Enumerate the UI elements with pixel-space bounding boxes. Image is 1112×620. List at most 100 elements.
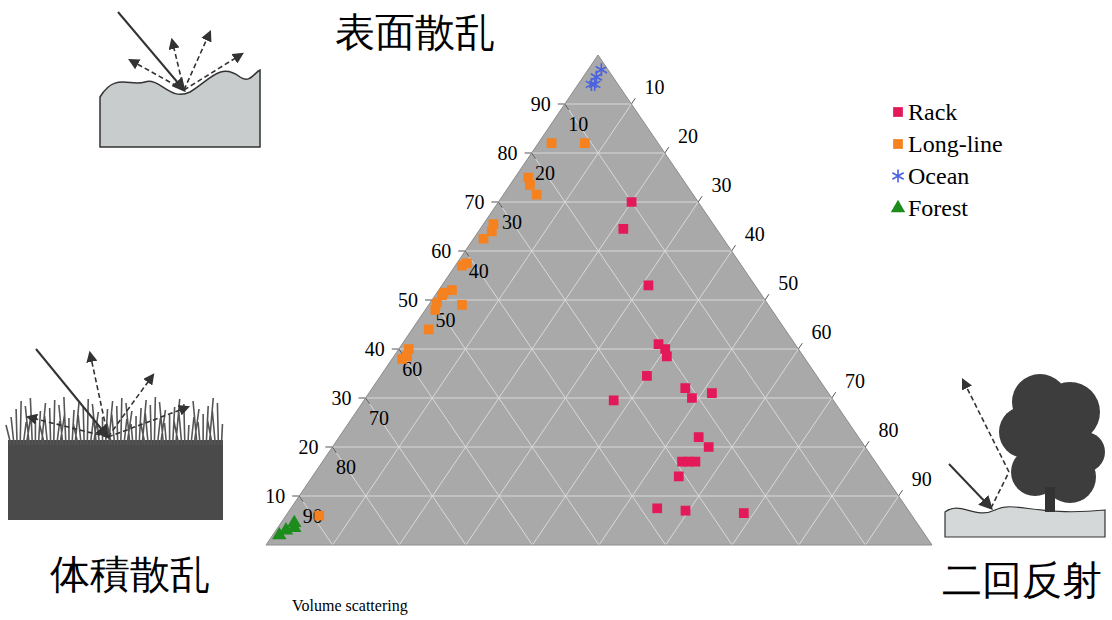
tick	[325, 447, 332, 448]
tick	[832, 392, 836, 398]
tick	[491, 202, 498, 203]
data-point	[739, 508, 749, 518]
data-point	[457, 300, 467, 310]
data-point	[580, 138, 590, 148]
tick-label: 20	[678, 125, 698, 147]
tick	[698, 196, 702, 202]
arrow-dashed	[184, 32, 210, 90]
illustration-surface	[100, 12, 260, 147]
tick-label: 40	[365, 338, 385, 360]
tick	[458, 251, 465, 252]
legend-item: Long-line	[893, 131, 1003, 157]
tick-label: 40	[745, 223, 765, 245]
data-point	[532, 190, 542, 200]
tick-label: 10	[568, 113, 588, 135]
tick-label: 80	[878, 419, 898, 441]
tick	[732, 245, 736, 251]
grid-line	[599, 300, 765, 545]
legend-item: Ocean	[892, 163, 969, 189]
data-point	[707, 388, 717, 398]
tick-label: 10	[265, 485, 285, 507]
tick-label: 50	[778, 272, 798, 294]
data-point	[314, 511, 324, 521]
data-point	[644, 280, 654, 290]
grid-line	[666, 349, 799, 545]
labels: 表面散乱体積散乱二回反射Volume scattering	[50, 9, 1102, 615]
legend-marker	[893, 139, 903, 149]
tick-label: 20	[298, 436, 318, 458]
data-point	[662, 351, 672, 361]
arrow-dashed	[90, 353, 108, 437]
arrow-dashed	[184, 54, 242, 90]
illustration-double-bounce	[945, 374, 1105, 537]
chart-container: 1020304050607080901020304050607080901020…	[0, 0, 1112, 620]
data-point	[547, 138, 557, 148]
tick	[558, 104, 565, 105]
data-point	[652, 503, 662, 513]
vegetation-base	[8, 440, 223, 520]
tick	[359, 398, 366, 399]
legend-label: Forest	[908, 195, 968, 221]
illustration-volume	[6, 349, 223, 520]
tick-label: 60	[812, 321, 832, 343]
grid-line	[466, 202, 698, 545]
grid-line	[299, 496, 898, 497]
grid-line	[565, 104, 632, 105]
legend-marker	[892, 169, 903, 182]
data-point	[680, 383, 690, 393]
arrow-dashed	[108, 375, 153, 437]
data-point	[704, 442, 714, 452]
legend-marker	[891, 200, 905, 212]
tree-trunk	[1045, 487, 1055, 512]
grid-line	[532, 251, 731, 545]
grid-line	[498, 202, 698, 203]
series-2	[586, 63, 607, 91]
tick	[299, 496, 303, 502]
data-point	[694, 432, 704, 442]
tick	[631, 98, 635, 104]
corner-label: 表面散乱	[335, 9, 495, 55]
tick	[425, 300, 432, 301]
data-point	[430, 305, 440, 315]
chart-svg: 1020304050607080901020304050607080901020…	[0, 0, 1112, 620]
data-point	[457, 261, 467, 271]
tick-label: 50	[398, 289, 418, 311]
data-point	[691, 457, 701, 467]
arrow-dashed	[28, 417, 108, 437]
grid-line	[333, 104, 632, 545]
arrow	[118, 12, 184, 90]
data-points	[272, 63, 749, 539]
series-0	[609, 197, 749, 518]
arrow-dashed	[963, 380, 1009, 472]
corner-label: 二回反射	[942, 557, 1102, 603]
arrow-dashed	[130, 60, 184, 90]
tick	[532, 153, 536, 159]
data-point	[589, 78, 600, 91]
tick	[498, 202, 502, 208]
data-point	[642, 371, 652, 381]
tick-label: 10	[645, 76, 665, 98]
data-point	[447, 285, 457, 295]
tick	[332, 447, 336, 453]
tick	[465, 251, 469, 257]
grid-line	[366, 398, 466, 545]
tick	[665, 147, 669, 153]
tick	[525, 153, 532, 154]
corner-label: 体積散乱	[50, 551, 210, 597]
plot-area	[266, 55, 932, 545]
data-point	[424, 325, 434, 335]
data-point	[674, 472, 684, 482]
tick	[292, 496, 299, 497]
arrow-dashed	[108, 407, 188, 437]
grid-line	[498, 202, 732, 545]
tick-label: 60	[431, 240, 451, 262]
tick	[865, 441, 869, 447]
arrow	[36, 349, 108, 437]
tick	[399, 349, 403, 355]
grid-line	[865, 496, 898, 545]
tick-label: 90	[912, 468, 932, 490]
data-point	[287, 515, 301, 527]
grid-line	[799, 447, 865, 545]
grid-line	[399, 153, 665, 545]
tick-label: 30	[711, 174, 731, 196]
